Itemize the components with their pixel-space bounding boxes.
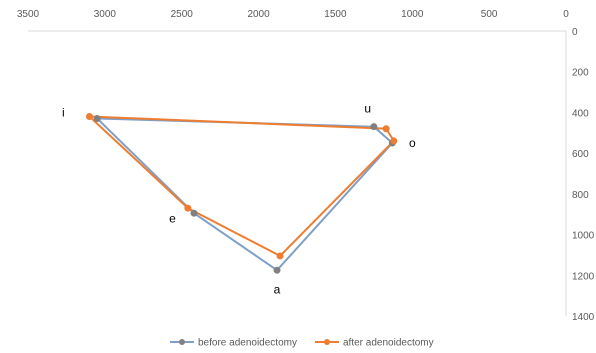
plot-points xyxy=(85,113,398,274)
x-tick-label: 3000 xyxy=(94,9,117,20)
y-tick-label: 400 xyxy=(572,108,589,119)
x-axis: 3500 3000 2500 2000 1500 1000 500 0 xyxy=(17,9,569,32)
y-tick-label: 0 xyxy=(572,27,578,38)
plot-lines xyxy=(88,115,395,272)
data-point-1-a xyxy=(273,266,281,274)
data-point-2-a xyxy=(276,252,284,260)
x-tick-label: 1000 xyxy=(401,9,424,20)
y-tick-label: 1000 xyxy=(572,231,595,242)
data-point-1-i xyxy=(93,115,101,123)
data-point-1-u xyxy=(370,123,378,131)
vowel-label-a: a xyxy=(274,283,281,297)
y-tick-label: 200 xyxy=(572,68,589,79)
legend-label: before adenoidectomy xyxy=(198,338,297,349)
legend-marker xyxy=(179,339,185,345)
y-tick-label: 1200 xyxy=(572,271,595,282)
x-tick-label: 2500 xyxy=(171,9,194,20)
legend-label: after adenoidectomy xyxy=(343,338,434,349)
vowel-labels: i u o e a xyxy=(62,101,416,296)
legend-marker xyxy=(324,339,330,345)
vowel-label-e: e xyxy=(169,211,176,225)
series-line-1 xyxy=(96,117,394,272)
data-point-2-o xyxy=(390,137,398,145)
x-tick-label: 0 xyxy=(563,9,569,20)
data-point-2-i xyxy=(85,113,93,120)
legend-item-1: before adenoidectomy xyxy=(170,338,297,349)
data-point-1-e xyxy=(190,209,198,217)
y-tick-label: 1400 xyxy=(572,312,595,323)
data-point-2-e xyxy=(184,204,192,212)
y-tick-label: 600 xyxy=(572,149,589,160)
y-axis: 0 200 400 600 800 1000 1200 1400 xyxy=(565,27,595,323)
x-tick-label: 3500 xyxy=(17,9,40,20)
vowel-label-u: u xyxy=(364,101,371,115)
legend-item-2: after adenoidectomy xyxy=(315,338,434,349)
data-point-2-u xyxy=(382,125,390,133)
series-line-2 xyxy=(88,115,395,257)
x-tick-label: 2000 xyxy=(247,9,270,20)
x-tick-label: 1500 xyxy=(324,9,347,20)
y-tick-label: 800 xyxy=(572,190,589,201)
legend: before adenoidectomy after adenoidectomy xyxy=(170,338,434,349)
vowel-label-o: o xyxy=(409,136,416,150)
vowel-label-i: i xyxy=(62,106,65,120)
x-tick-label: 500 xyxy=(481,9,498,20)
